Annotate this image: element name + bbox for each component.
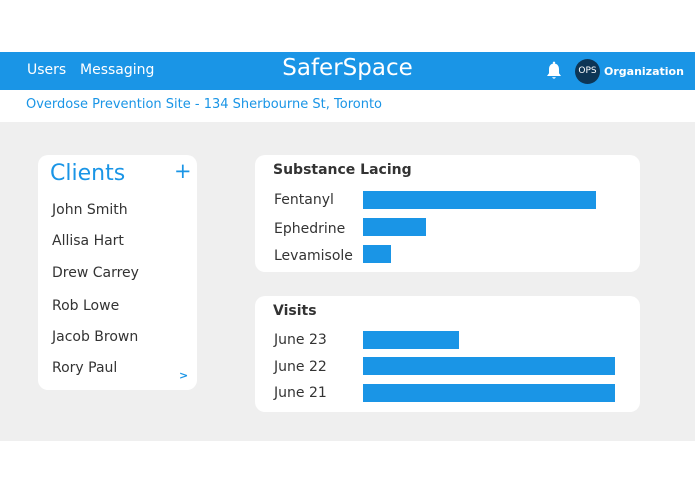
visit-date-label: June 23 [274, 332, 327, 348]
client-list-item[interactable]: Jacob Brown [52, 329, 139, 345]
location-header: Overdose Prevention Site - 134 Sherbourn… [0, 90, 695, 122]
substance-lacing-title: Substance Lacing [273, 162, 412, 178]
nav-messaging-link[interactable]: Messaging [80, 62, 155, 78]
visits-card: Visits June 23 June 22 June 21 [255, 296, 640, 412]
substance-lacing-card: Substance Lacing Fentanyl Ephedrine Leva… [255, 155, 640, 272]
visit-bar [363, 331, 459, 349]
organization-avatar[interactable]: OPS [575, 59, 600, 84]
substance-label: Ephedrine [274, 221, 346, 237]
clients-card: Clients + John Smith Allisa Hart Drew Ca… [38, 155, 197, 390]
site-location: Overdose Prevention Site - 134 Sherbourn… [26, 97, 383, 112]
clients-title: Clients [50, 161, 126, 186]
client-list-item[interactable]: Rob Lowe [52, 298, 120, 314]
organization-label[interactable]: Organization [604, 65, 684, 78]
dashboard-content: Clients + John Smith Allisa Hart Drew Ca… [0, 122, 695, 441]
add-client-button[interactable]: + [174, 159, 192, 183]
top-navbar: Users Messaging SaferSpace OPS Organizat… [0, 52, 695, 90]
client-list-item[interactable]: Drew Carrey [52, 265, 139, 281]
more-clients-chevron[interactable]: > [179, 369, 189, 382]
substance-bar [363, 245, 391, 263]
bell-icon[interactable] [544, 61, 564, 81]
client-list-item[interactable]: Allisa Hart [52, 233, 124, 249]
substance-label: Levamisole [274, 248, 353, 264]
client-list-item[interactable]: Rory Paul [52, 360, 118, 376]
visit-bar [363, 384, 615, 402]
substance-bar [363, 191, 596, 209]
substance-bar [363, 218, 426, 236]
visit-bar [363, 357, 615, 375]
nav-users-link[interactable]: Users [27, 62, 67, 78]
client-list-item[interactable]: John Smith [52, 202, 128, 218]
app-brand-title: SaferSpace [282, 55, 413, 81]
visit-date-label: June 22 [274, 359, 327, 375]
substance-label: Fentanyl [274, 192, 334, 208]
visits-title: Visits [273, 303, 317, 319]
visit-date-label: June 21 [274, 385, 327, 401]
